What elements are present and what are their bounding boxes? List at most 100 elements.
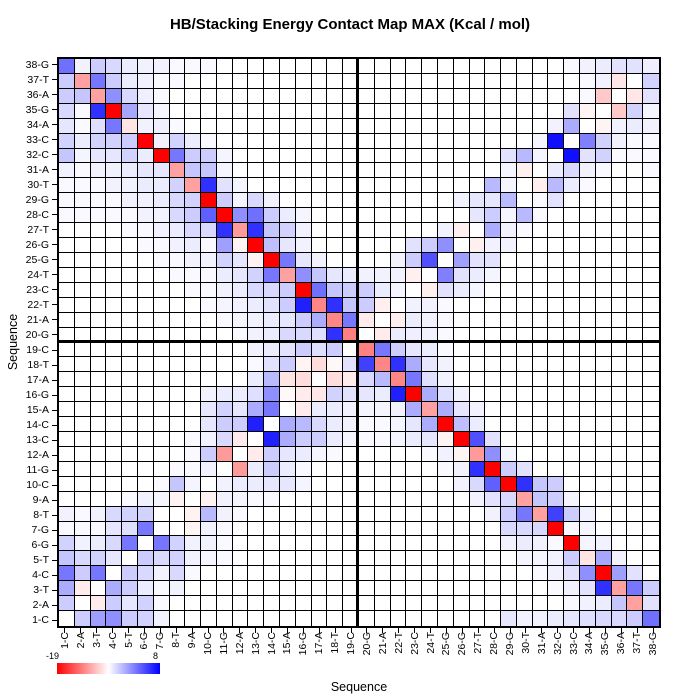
heatmap-cell [248, 267, 265, 283]
heatmap-cell [74, 402, 91, 418]
heatmap-cell [295, 118, 312, 134]
heatmap-cell [516, 476, 533, 492]
heatmap-cell [185, 133, 202, 149]
heatmap-cell [406, 506, 423, 522]
heatmap-cell [595, 73, 612, 89]
heatmap-cell [74, 59, 91, 74]
heatmap-cell [406, 267, 423, 283]
heatmap-cell [59, 446, 75, 462]
heatmap-cell [122, 446, 138, 462]
heatmap-cell [548, 148, 565, 164]
heatmap-cell [264, 551, 281, 567]
heatmap-cell [343, 59, 359, 74]
heatmap-cell [295, 446, 312, 462]
heatmap-cell [501, 88, 517, 104]
heatmap-cell [295, 372, 312, 388]
heatmap-cell [169, 491, 186, 507]
heatmap-cell [532, 238, 549, 253]
heatmap-cell [485, 297, 502, 313]
heatmap-cell [453, 342, 470, 358]
heatmap-cell [327, 596, 344, 612]
heatmap-cell [169, 432, 186, 447]
x-tick [620, 628, 622, 633]
x-tick-label: 18-T [329, 632, 342, 654]
heatmap-cell [358, 372, 375, 388]
heatmap-cell [74, 163, 91, 179]
heatmap-cell [501, 596, 517, 612]
heatmap-cell [90, 417, 107, 433]
heatmap-cell [485, 103, 502, 119]
heatmap-cell [485, 252, 502, 268]
heatmap-cell [406, 387, 423, 403]
heatmap-cell [643, 432, 659, 447]
heatmap-cell [248, 357, 265, 373]
heatmap-cell [248, 59, 265, 74]
heatmap-cell [485, 581, 502, 597]
heatmap-cell [374, 133, 391, 149]
heatmap-cell [453, 432, 470, 447]
heatmap-cell [580, 88, 596, 104]
heatmap-cell [295, 73, 312, 89]
heatmap-cell [343, 372, 359, 388]
heatmap-cell [74, 536, 91, 552]
heatmap-cell [232, 223, 249, 239]
heatmap-cell [485, 476, 502, 492]
legend-max-label: 8 [153, 651, 159, 661]
heatmap-cell [137, 327, 154, 343]
heatmap-cell [169, 521, 186, 537]
heatmap-cell [295, 611, 312, 626]
heatmap-cell [485, 267, 502, 283]
x-tick [191, 628, 193, 633]
heatmap-cell [627, 88, 644, 104]
heatmap-cell [501, 327, 517, 343]
heatmap-cell [137, 223, 154, 239]
heatmap-cell [595, 611, 612, 626]
heatmap-cell [295, 148, 312, 164]
heatmap-cell [453, 312, 470, 328]
heatmap-cell [516, 521, 533, 537]
heatmap-cell [264, 611, 281, 626]
heatmap-cell [469, 357, 486, 373]
heatmap-cell [532, 446, 549, 462]
heatmap-cell [74, 521, 91, 537]
heatmap-cell [406, 193, 423, 209]
heatmap-cell [153, 387, 170, 403]
heatmap-cell [501, 118, 517, 134]
heatmap-cell [153, 521, 170, 537]
heatmap-cell [59, 133, 75, 149]
heatmap-cell [327, 461, 344, 477]
heatmap-cell [643, 59, 659, 74]
heatmap-cell [422, 327, 438, 343]
heatmap-cell [90, 506, 107, 522]
heatmap-cell [59, 252, 75, 268]
heatmap-cell [74, 178, 91, 194]
heatmap-cell [153, 342, 170, 358]
y-tick [52, 589, 57, 591]
heatmap-cell [516, 357, 533, 373]
x-tick [366, 628, 368, 633]
heatmap-cell [564, 73, 581, 89]
heatmap-cell [327, 267, 344, 283]
heatmap-cell [580, 566, 596, 582]
heatmap-cell [501, 611, 517, 626]
heatmap-cell [74, 596, 91, 612]
heatmap-cell [485, 238, 502, 253]
heatmap-cell [422, 491, 438, 507]
heatmap-cell [564, 312, 581, 328]
heatmap-cell [106, 357, 123, 373]
heatmap-cell [201, 103, 217, 119]
heatmap-cell [295, 178, 312, 194]
heatmap-cell [595, 312, 612, 328]
heatmap-cell [390, 521, 407, 537]
heatmap-cell [437, 491, 454, 507]
heatmap-cell [59, 327, 75, 343]
y-tick [52, 289, 57, 291]
heatmap-cell [580, 208, 596, 224]
heatmap-cell [437, 118, 454, 134]
heatmap-cell [580, 312, 596, 328]
heatmap-cell [564, 59, 581, 74]
heatmap-cell [280, 223, 296, 239]
heatmap-cell [311, 446, 328, 462]
heatmap-cell [406, 148, 423, 164]
heatmap-cell [406, 596, 423, 612]
